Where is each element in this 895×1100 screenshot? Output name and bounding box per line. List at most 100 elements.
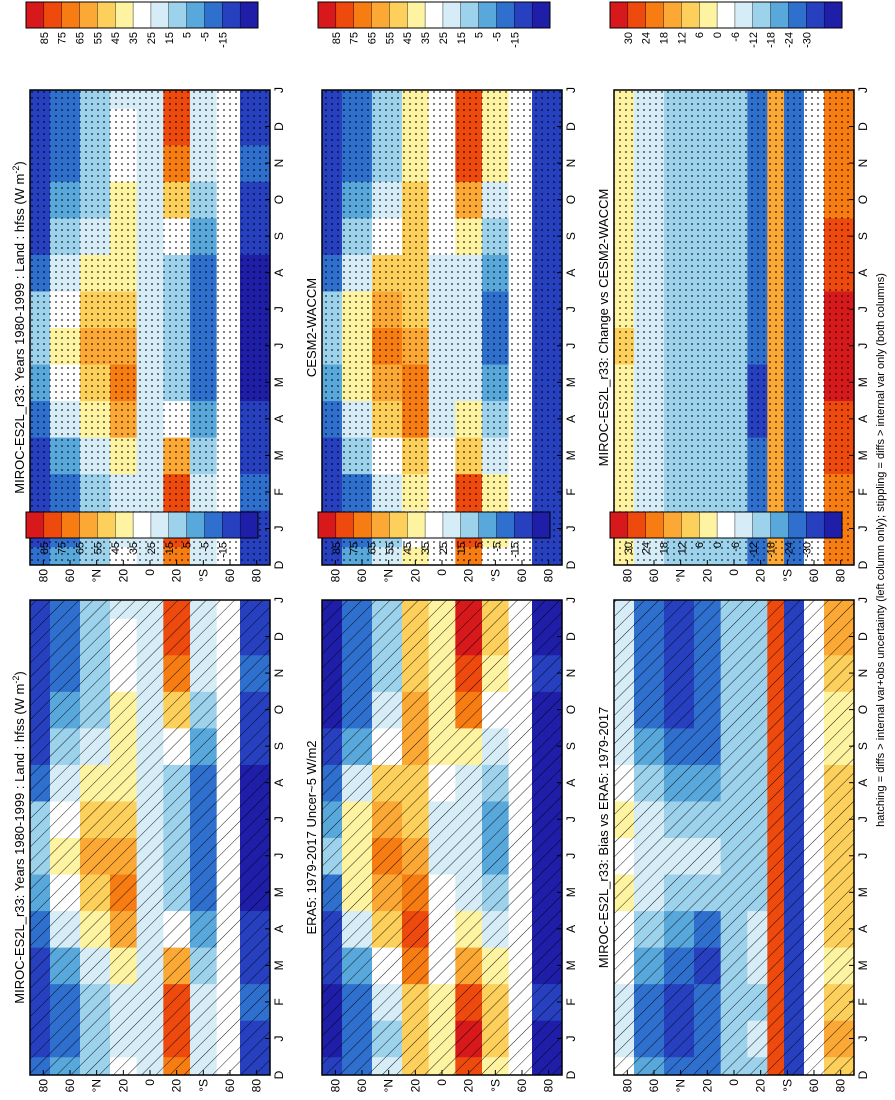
month-label: A: [564, 269, 578, 277]
month-label: J: [272, 87, 286, 93]
lat-label: 20: [700, 1079, 714, 1093]
month-label: A: [856, 269, 870, 277]
month-label: O: [856, 195, 870, 204]
colorbar-label: -5: [491, 542, 503, 552]
panel-title: MIROC-ES2L_r33: Years 1980-1999 : Land :…: [11, 671, 27, 1003]
colorbar-frame: [317, 511, 551, 539]
colorbar-label: 35: [128, 32, 140, 44]
colorbar-label: -5: [491, 32, 503, 42]
colorbar-label: 12: [676, 32, 688, 44]
colorbar-label: 75: [57, 32, 69, 44]
lat-label: °S: [196, 569, 210, 582]
colorbar-label: 75: [349, 542, 361, 554]
colorbar-swatch: [823, 511, 843, 539]
colorbar-swatch: [645, 511, 665, 539]
month-label: D: [272, 632, 286, 641]
colorbar-label: 30: [623, 542, 635, 554]
month-label: A: [564, 925, 578, 933]
month-label: S: [856, 232, 870, 240]
lat-label: 80: [620, 569, 634, 583]
colorbar-label: 45: [110, 32, 122, 44]
lat-label: 0: [727, 569, 741, 576]
colorbar-label: -24: [783, 542, 795, 558]
colorbar-swatch: [150, 511, 170, 539]
heatmap-cells: [322, 600, 562, 1075]
panel-p1: D J F M A M J J A S O N D J 80 60 °N 20 0 20 °S 60 80 MIROC-ES2…: [11, 597, 286, 1092]
colorbar-swatch: [79, 1, 98, 29]
lat-label: 20: [462, 1079, 476, 1093]
colorbar-swatch: [115, 511, 134, 539]
colorbar-label: 15: [456, 32, 468, 44]
colorbar-swatch: [186, 1, 205, 29]
lat-label: °N: [382, 569, 396, 582]
month-label: F: [856, 488, 870, 495]
hatch-overlay: [30, 600, 270, 1075]
month-label: M: [272, 960, 286, 970]
month-label: N: [564, 159, 578, 168]
lat-label: 60: [355, 1079, 369, 1093]
month-label: D: [856, 122, 870, 131]
colorbar-swatch: [699, 1, 718, 29]
colorbar-swatch: [806, 511, 825, 539]
month-label: A: [564, 415, 578, 423]
colorbar-swatch: [734, 511, 754, 539]
month-label: F: [272, 998, 286, 1005]
lat-label: °S: [196, 1079, 210, 1092]
lat-label: °N: [90, 569, 104, 582]
lat-label: °N: [382, 1079, 396, 1092]
colorbar-swatch: [25, 511, 45, 539]
lat-label: 60: [223, 1079, 237, 1093]
month-label: A: [856, 925, 870, 933]
colorbar-label: -18: [766, 542, 778, 558]
lat-label: 20: [170, 1079, 184, 1093]
colorbar-label: -12: [748, 542, 760, 558]
colorbar-swatch: [627, 1, 647, 29]
colorbar-swatch: [353, 1, 373, 29]
colorbar-swatch: [478, 511, 497, 539]
month-label: J: [564, 1035, 578, 1041]
colorbar-swatch: [752, 511, 772, 539]
month-label: M: [564, 377, 578, 387]
colorbar-label: 45: [110, 542, 122, 554]
colorbar-label: 35: [128, 542, 140, 554]
colorbar-swatch: [496, 511, 515, 539]
colorbar-label: 18: [659, 542, 671, 554]
lat-label: 20: [170, 569, 184, 583]
colorbar-label: 25: [146, 32, 158, 44]
colorbar-frame: [609, 1, 843, 29]
lat-label: °S: [488, 569, 502, 582]
month-label: J: [564, 816, 578, 822]
colorbar-label: 45: [402, 542, 414, 554]
stipple-overlay: [30, 90, 270, 565]
colorbar-swatch: [186, 511, 205, 539]
colorbar-label: 75: [349, 32, 361, 44]
lat-label: °S: [780, 569, 794, 582]
colorbar-swatch: [645, 1, 665, 29]
colorbar-swatch: [97, 511, 116, 539]
colorbar-swatch: [115, 1, 134, 29]
colorbar-swatch: [371, 511, 390, 539]
lat-label: 60: [355, 569, 369, 583]
month-label: M: [856, 960, 870, 970]
colorbar-label: 85: [331, 542, 343, 554]
month-label: O: [272, 705, 286, 714]
month-label: N: [856, 669, 870, 678]
month-label: J: [564, 853, 578, 859]
lat-label: 20: [116, 1079, 130, 1093]
colorbar-label: 55: [92, 542, 104, 554]
colorbar-label: -30: [801, 542, 813, 558]
colorbar-frame: [609, 511, 843, 539]
colorbar-swatch: [823, 1, 843, 29]
colorbar-label: -6: [730, 542, 742, 552]
month-label: J: [564, 597, 578, 603]
month-label: J: [856, 1035, 870, 1041]
lat-label: 80: [620, 1079, 634, 1093]
lat-label: 60: [515, 1079, 529, 1093]
colorbar-swatch: [478, 1, 497, 29]
colorbar-swatch: [716, 511, 736, 539]
colorbar-label: 35: [420, 542, 432, 554]
colorbar-swatch: [43, 511, 63, 539]
colorbar-label: -15: [217, 542, 229, 558]
month-label: F: [272, 488, 286, 495]
month-label: O: [564, 705, 578, 714]
